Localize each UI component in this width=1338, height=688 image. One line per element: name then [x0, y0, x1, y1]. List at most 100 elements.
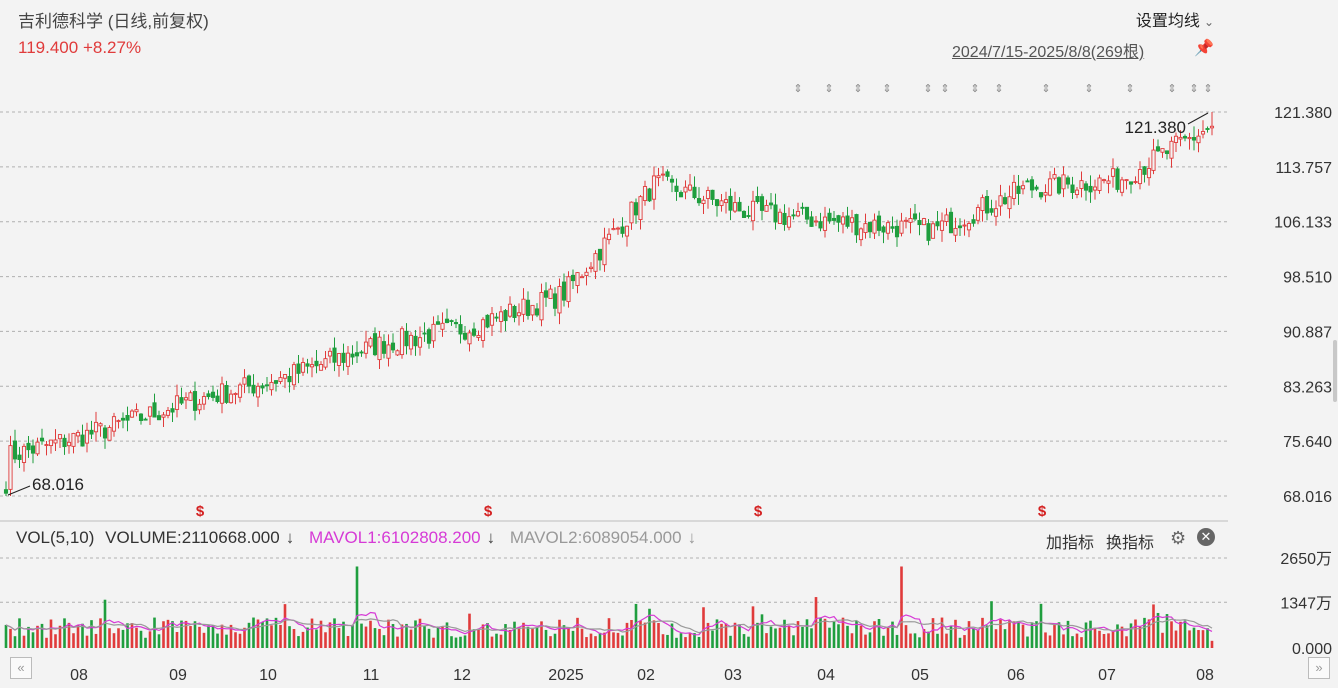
candle-body: [863, 223, 868, 233]
candle-body: [1038, 192, 1044, 198]
volume-bar: [855, 620, 858, 648]
volume-bar: [463, 635, 467, 648]
volume-bar: [1044, 632, 1047, 648]
volume-bar: [445, 622, 449, 648]
volume-bar: [301, 631, 305, 648]
candle-body: [1070, 184, 1075, 193]
candle-body: [894, 225, 900, 238]
candle-body: [242, 377, 247, 385]
candle-body: [935, 221, 940, 227]
volume-bar: [819, 617, 822, 648]
candle-body: [962, 224, 967, 227]
candle-body: [143, 418, 148, 421]
candle-body: [336, 353, 342, 366]
pin-icon[interactable]: 📌: [1194, 40, 1214, 57]
candle-body: [656, 175, 661, 179]
volume-bar: [184, 620, 188, 648]
candle-body: [647, 188, 652, 202]
candle-body: [1029, 179, 1035, 191]
volume-bar: [801, 626, 804, 648]
volume-bar: [1017, 621, 1020, 648]
volume-bar: [868, 632, 872, 648]
volume-bar: [715, 619, 719, 648]
volume-bar: [589, 633, 593, 648]
volume-bar: [634, 603, 638, 648]
stock-title: 吉利德科学 (日线,前复权): [18, 12, 209, 31]
candle-body: [449, 320, 454, 323]
volume-bar: [571, 630, 575, 648]
volume-bar: [585, 637, 588, 648]
candle-body: [791, 214, 796, 217]
candle-body: [408, 334, 414, 350]
set-ma-button[interactable]: 设置均线 ⌄: [1136, 7, 1214, 31]
candle-body: [692, 186, 697, 199]
date-range[interactable]: 2024/7/15-2025/8/8(269根): [952, 44, 1145, 61]
candle-body: [588, 266, 594, 270]
volume-bar: [238, 633, 242, 648]
volume-bar: [108, 628, 111, 648]
volume-bar: [72, 633, 75, 648]
candle-body: [642, 186, 648, 202]
candle-body: [552, 293, 558, 309]
volume-bar: [787, 625, 791, 648]
candle-body: [921, 218, 927, 226]
price-tick-label: 90.887: [1283, 324, 1332, 341]
scrollbar[interactable]: [1333, 340, 1337, 402]
candle-body: [696, 198, 702, 204]
candle-body: [480, 319, 486, 341]
volume-tick-label: 2650万: [1280, 551, 1332, 568]
candle-body: [1205, 128, 1210, 130]
candle-body: [1043, 192, 1048, 196]
volume-bar: [756, 622, 759, 648]
candle-body: [422, 332, 427, 335]
volume-bar: [396, 636, 399, 648]
candle-body: [237, 384, 243, 398]
add-indicator-button[interactable]: 加指标: [1046, 535, 1095, 552]
volume-bar: [873, 621, 876, 648]
volume-bar: [499, 634, 503, 648]
chevron-right-icon[interactable]: »: [1308, 657, 1330, 679]
candle-body: [683, 186, 688, 193]
volume-bar: [657, 623, 660, 648]
candle-body: [633, 202, 639, 216]
low-label: 68.016: [32, 475, 84, 494]
volume-bar: [306, 627, 309, 648]
volume-bar: [22, 635, 26, 648]
candle-body: [957, 225, 963, 229]
candle-body: [1074, 189, 1080, 195]
candle-body: [1034, 186, 1039, 190]
volume-bar: [1053, 625, 1056, 648]
volume-bar: [850, 633, 854, 648]
volume-bar: [193, 621, 197, 648]
candle-body: [35, 441, 40, 455]
gear-icon[interactable]: ⚙: [1170, 528, 1187, 548]
time-tick-label: 06: [1007, 667, 1025, 684]
price-tick-label: 75.640: [1283, 434, 1332, 451]
down-arrow-icon: ↓: [285, 528, 295, 547]
volume-bar: [729, 635, 732, 648]
candle-body: [570, 274, 576, 282]
volume-bar: [81, 623, 84, 648]
volume-bar: [513, 621, 516, 648]
volume-bar: [1030, 623, 1034, 648]
candle-body: [435, 321, 441, 325]
close-icon[interactable]: ✕: [1197, 528, 1215, 546]
volume-bar: [297, 636, 300, 648]
candle-body: [948, 211, 954, 234]
candle-body: [543, 290, 549, 298]
chevron-left-icon[interactable]: «: [10, 657, 32, 679]
candle-body: [1047, 178, 1053, 196]
candle-body: [71, 432, 76, 447]
candle-body: [1187, 137, 1192, 140]
volume-bar: [1021, 624, 1025, 648]
time-tick-label: 12: [453, 667, 471, 684]
candle-body: [741, 210, 747, 218]
volume-bar: [544, 629, 548, 648]
time-tick-label: 07: [1098, 667, 1116, 684]
candle-body: [800, 206, 805, 209]
candle-body: [1209, 125, 1215, 129]
dividend-marker-icon: $: [484, 503, 493, 520]
price-change: 119.400 +8.27%: [18, 38, 141, 58]
switch-indicator-button[interactable]: 换指标: [1106, 535, 1155, 552]
candle-body: [858, 228, 864, 241]
